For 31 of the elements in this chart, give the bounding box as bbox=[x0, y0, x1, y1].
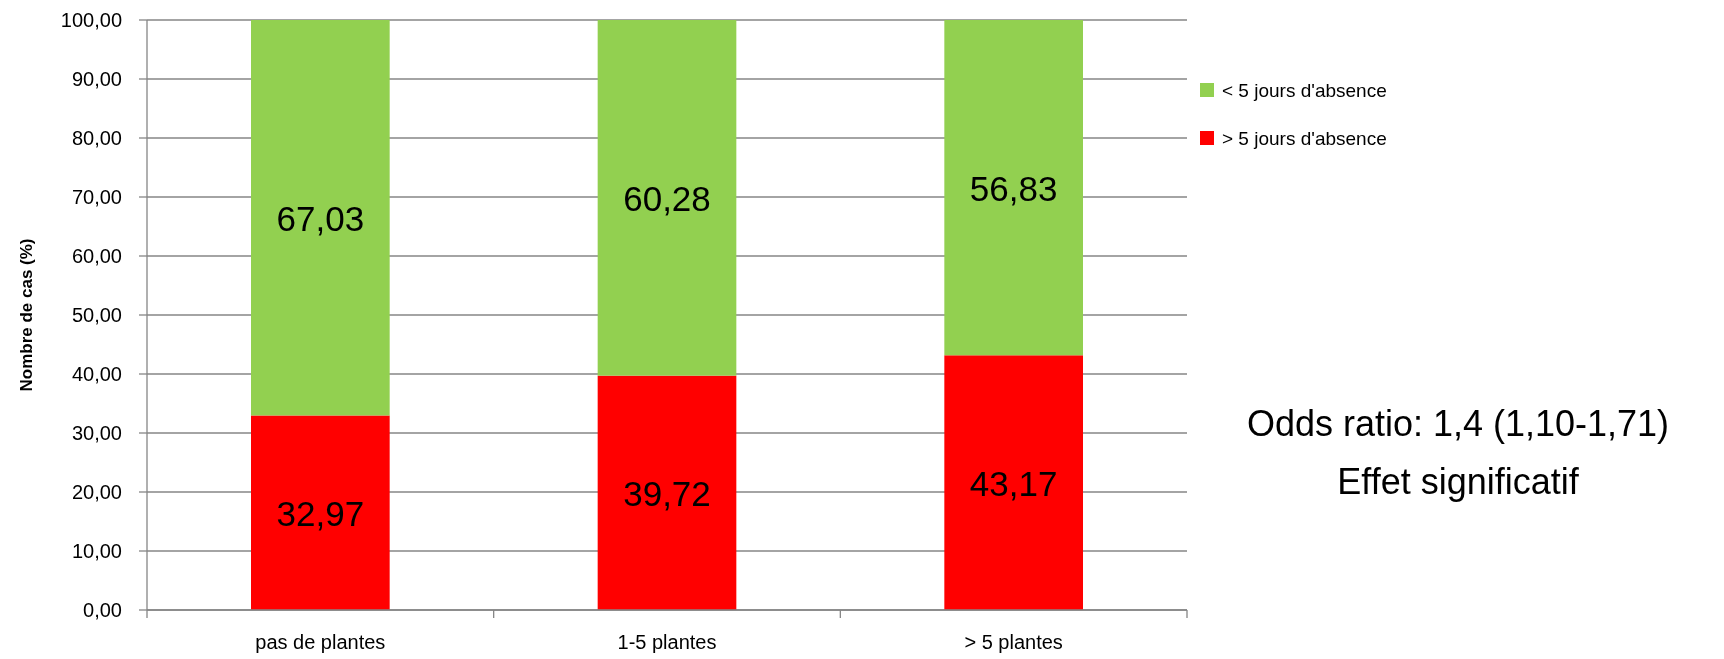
legend-label: > 5 jours d'absence bbox=[1222, 127, 1387, 149]
y-tick-label: 80,00 bbox=[71, 127, 122, 149]
data-label: 60,28 bbox=[623, 178, 711, 218]
data-label: 56,83 bbox=[969, 168, 1058, 208]
y-tick-label: 20,00 bbox=[71, 481, 122, 503]
data-label: 32,97 bbox=[276, 493, 365, 533]
text: Effet significatif bbox=[1337, 460, 1580, 502]
data-label: 43,17 bbox=[969, 463, 1058, 503]
y-tick-label: 0,00 bbox=[83, 599, 122, 621]
y-tick-label: 10,00 bbox=[71, 540, 122, 562]
bar bbox=[944, 20, 1083, 356]
bar bbox=[597, 375, 737, 610]
data-label: 39,72 bbox=[623, 473, 711, 513]
bar bbox=[944, 355, 1083, 610]
y-tick-label: 90,00 bbox=[71, 68, 122, 90]
data-label: 67,03 bbox=[276, 198, 365, 238]
y-tick-label: 60,00 bbox=[71, 245, 122, 267]
y-tick-label: 70,00 bbox=[71, 186, 122, 208]
bar bbox=[251, 20, 390, 416]
y-tick-label: 100,00 bbox=[60, 9, 122, 31]
x-tick-label: 1-5 plantes bbox=[617, 631, 717, 653]
x-tick-label: pas de plantes bbox=[255, 631, 386, 653]
y-tick-label: 50,00 bbox=[71, 304, 122, 326]
y-tick-label: 30,00 bbox=[71, 422, 122, 444]
y-axis-title: Nombre de cas (%) bbox=[16, 238, 36, 392]
text: Odds ratio: 1,4 (1,10-1,71) bbox=[1246, 402, 1670, 444]
legend-label: < 5 jours d'absence bbox=[1222, 79, 1387, 101]
bar bbox=[251, 415, 390, 610]
bar bbox=[597, 20, 737, 376]
y-tick-label: 40,00 bbox=[71, 363, 122, 385]
x-tick-label: > 5 plantes bbox=[964, 631, 1063, 653]
